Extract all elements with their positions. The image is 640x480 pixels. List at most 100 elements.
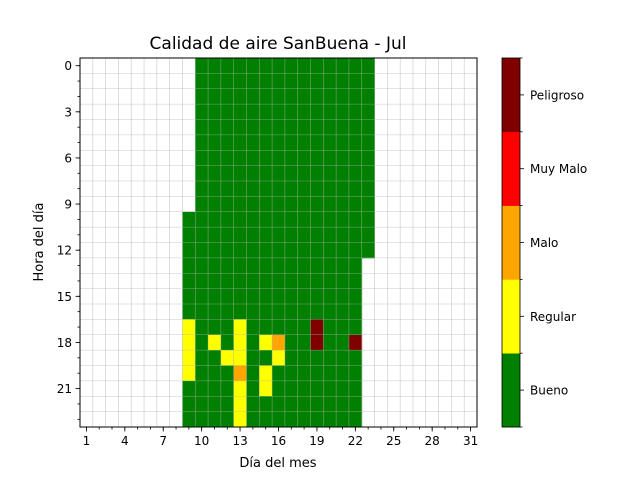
heatmap-cell xyxy=(323,227,337,243)
heatmap-cell xyxy=(297,288,311,305)
heatmap-cell xyxy=(208,58,222,74)
heatmap-cell xyxy=(246,273,260,290)
heatmap-cell xyxy=(246,350,260,366)
heatmap-cell xyxy=(259,396,273,413)
heatmap-cell xyxy=(208,88,222,105)
heatmap-cell xyxy=(272,350,286,366)
y-tick-label: 18 xyxy=(57,336,72,350)
heatmap-cell xyxy=(246,257,260,274)
colorbar-label: Bueno xyxy=(530,384,568,398)
heatmap-cell xyxy=(233,304,247,320)
heatmap-cell xyxy=(233,273,247,290)
x-tick-label: 7 xyxy=(159,434,167,448)
heatmap-cell xyxy=(182,411,196,428)
colorbar-segment xyxy=(502,131,520,206)
heatmap-cell xyxy=(208,165,222,182)
heatmap-cell xyxy=(323,350,337,366)
heatmap-cell xyxy=(348,88,363,105)
heatmap-cell xyxy=(310,411,324,428)
heatmap-cell xyxy=(323,304,337,320)
heatmap-cell xyxy=(208,396,222,413)
heatmap-cell xyxy=(233,396,247,413)
heatmap-cell xyxy=(233,257,247,274)
heatmap-cell xyxy=(272,165,286,182)
heatmap-cell xyxy=(297,411,311,428)
heatmap-cell xyxy=(310,227,324,243)
heatmap-cell xyxy=(297,242,311,259)
heatmap-cell xyxy=(323,88,337,105)
heatmap-cell xyxy=(310,304,324,320)
heatmap-cell xyxy=(310,334,324,351)
heatmap-cell xyxy=(336,350,350,366)
colorbar-segment xyxy=(502,205,520,280)
heatmap-cell xyxy=(284,257,299,274)
heatmap-cell xyxy=(246,304,260,320)
heatmap-cell xyxy=(208,288,222,305)
heatmap-cell xyxy=(310,350,324,366)
y-tick-label: 6 xyxy=(64,151,72,165)
heatmap-cell xyxy=(272,273,286,290)
heatmap-cell xyxy=(220,119,235,136)
x-axis: 1 4 7 10 13 16 19 22 25 28 31 xyxy=(83,427,478,448)
heatmap-cell xyxy=(246,396,260,413)
x-tick-label: 25 xyxy=(386,434,401,448)
heatmap-cell xyxy=(182,350,196,366)
x-tick-label: 10 xyxy=(194,434,209,448)
heatmap-cell xyxy=(297,119,311,136)
heatmap-cell xyxy=(195,165,209,182)
heatmap-cell xyxy=(323,411,337,428)
heatmap-cell xyxy=(284,150,299,167)
heatmap-cell xyxy=(182,242,196,259)
heatmap-cell xyxy=(195,350,209,366)
heatmap-cell xyxy=(336,196,350,213)
heatmap-cell xyxy=(208,227,222,243)
heatmap-cell xyxy=(220,165,235,182)
heatmap-cell xyxy=(195,365,209,382)
heatmap-cell xyxy=(246,119,260,136)
heatmap-cell xyxy=(220,134,235,151)
heatmap-cell xyxy=(182,227,196,243)
heatmap-cell xyxy=(272,88,286,105)
heatmap-cell xyxy=(297,273,311,290)
heatmap-cell xyxy=(348,411,363,428)
heatmap-cell xyxy=(336,104,350,120)
heatmap-cell xyxy=(284,319,299,336)
heatmap-cell xyxy=(272,181,286,197)
heatmap-cell xyxy=(310,119,324,136)
heatmap-cell xyxy=(259,88,273,105)
heatmap-cell xyxy=(310,242,324,259)
heatmap-cell xyxy=(208,411,222,428)
plot-area xyxy=(79,57,478,428)
heatmap-cell xyxy=(323,104,337,120)
heatmap-cell xyxy=(195,242,209,259)
heatmap-cell xyxy=(336,334,350,351)
heatmap-cell xyxy=(272,411,286,428)
heatmap-cell xyxy=(220,242,235,259)
heatmap-cell xyxy=(297,350,311,366)
heatmap-cell xyxy=(233,334,247,351)
heatmap-cell xyxy=(310,88,324,105)
heatmap-cell xyxy=(297,380,311,397)
heatmap-cell xyxy=(284,58,299,74)
heatmap-cell xyxy=(336,380,350,397)
heatmap-cell xyxy=(272,257,286,274)
heatmap-cell xyxy=(348,165,363,182)
x-tick-label: 22 xyxy=(348,434,363,448)
heatmap-cell xyxy=(182,273,196,290)
colorbar-segment xyxy=(502,279,520,354)
colorbar-label: Muy Malo xyxy=(530,162,587,176)
heatmap-cell xyxy=(310,73,324,90)
heatmap-cell xyxy=(348,227,363,243)
heatmap-cell xyxy=(361,165,375,182)
heatmap-cell xyxy=(208,319,222,336)
heatmap-cell xyxy=(284,334,299,351)
heatmap-cell xyxy=(220,334,235,351)
heatmap-cell xyxy=(284,304,299,320)
heatmap-cell xyxy=(233,88,247,105)
heatmap-cell xyxy=(310,211,324,228)
heatmap-cell xyxy=(323,165,337,182)
heatmap-cell xyxy=(246,134,260,151)
heatmap-cell xyxy=(195,211,209,228)
heatmap-cell xyxy=(310,273,324,290)
heatmap-cell xyxy=(297,73,311,90)
